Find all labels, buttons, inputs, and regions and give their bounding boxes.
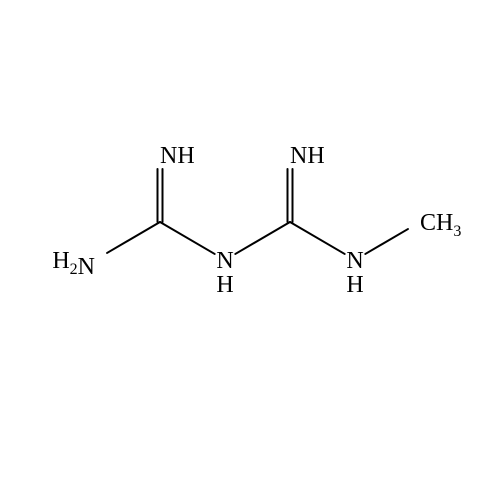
atom-sub-label: H xyxy=(216,272,233,298)
bond xyxy=(290,222,345,254)
bond xyxy=(235,222,290,254)
bond xyxy=(365,229,408,254)
bond xyxy=(160,222,215,254)
atom-label: N xyxy=(216,248,233,274)
atom-label: NH xyxy=(160,143,195,169)
atom-sub-label: H xyxy=(346,272,363,298)
atom-label: CH3 xyxy=(420,210,461,240)
chemical-structure: H2NNHNHNHNHCH3 xyxy=(0,0,500,500)
atom-label: N xyxy=(346,248,363,274)
atom-label: NH xyxy=(290,143,325,169)
bond xyxy=(107,222,160,253)
atom-label: H2N xyxy=(52,248,95,280)
